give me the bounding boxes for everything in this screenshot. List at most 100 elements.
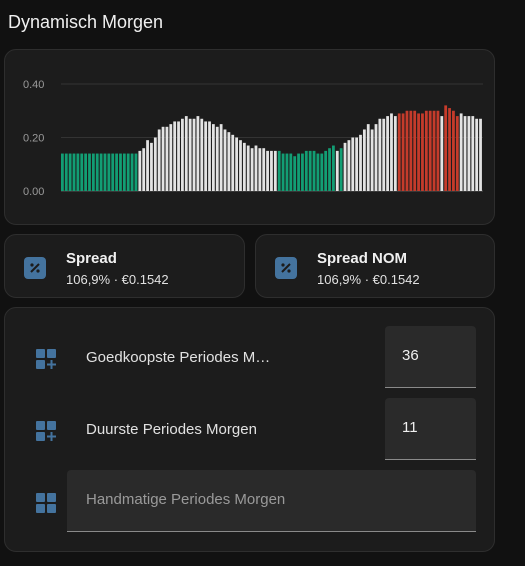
price-bar[interactable] [254,145,258,192]
price-bar[interactable] [366,124,370,192]
price-bar[interactable] [208,121,211,191]
price-bar[interactable] [231,134,235,191]
price-bar[interactable] [80,153,84,191]
price-bar[interactable] [165,126,169,191]
price-bar[interactable] [444,105,448,191]
price-bar[interactable] [157,129,161,191]
price-bar[interactable] [459,113,463,191]
price-bar[interactable] [413,110,417,191]
price-bar[interactable] [188,118,192,191]
price-bar[interactable] [386,116,389,191]
price-bar[interactable] [119,153,122,191]
price-bar[interactable] [122,153,126,191]
price-bar[interactable] [355,137,359,192]
price-bar[interactable] [196,116,200,191]
price-bar[interactable] [142,148,146,191]
price-bar[interactable] [169,124,173,192]
price-bar[interactable] [68,153,72,191]
price-bar[interactable] [88,153,91,191]
price-bar[interactable] [374,124,378,192]
price-bar[interactable] [428,110,432,191]
price-bar[interactable] [215,126,219,191]
price-bar[interactable] [107,153,111,191]
price-bar[interactable] [397,113,401,191]
price-bar[interactable] [432,110,436,191]
price-bar[interactable] [204,121,208,191]
price-bar[interactable] [436,110,440,191]
price-bar[interactable] [134,153,138,191]
price-bar[interactable] [301,153,304,191]
price-bar[interactable] [347,140,351,191]
price-bar[interactable] [262,148,266,191]
price-bar[interactable] [405,110,409,191]
price-bar[interactable] [479,118,482,191]
price-bar[interactable] [335,150,339,192]
price-bar[interactable] [339,148,343,191]
price-bar[interactable] [99,153,103,191]
price-bar[interactable] [223,129,227,191]
price-bar[interactable] [382,118,386,191]
price-bar[interactable] [312,150,316,192]
price-bar[interactable] [258,148,262,191]
price-bar[interactable] [270,150,273,192]
price-bar[interactable] [401,113,405,191]
price-bar[interactable] [417,113,420,191]
price-bar[interactable] [475,118,479,191]
price-bar[interactable] [200,118,204,191]
price-bar[interactable] [184,116,188,191]
price-bar[interactable] [471,116,475,191]
price-bar[interactable] [91,153,95,191]
price-bar[interactable] [72,153,76,191]
price-bar[interactable] [227,132,231,191]
price-bar[interactable] [370,129,374,191]
price-bar[interactable] [115,153,118,191]
price-bar[interactable] [351,137,355,192]
price-bar[interactable] [192,118,196,191]
price-bar[interactable] [95,153,99,191]
price-bar[interactable] [289,153,293,191]
price-bar[interactable] [440,116,444,191]
price-bar[interactable] [455,116,459,191]
price-bar[interactable] [320,153,324,191]
price-bar[interactable] [273,150,277,192]
price-bar[interactable] [424,110,428,191]
price-bar[interactable] [378,118,382,191]
price-bar[interactable] [138,150,142,192]
price-bar[interactable] [316,153,320,191]
price-bar[interactable] [177,121,180,191]
price-bar[interactable] [246,145,250,192]
price-bar[interactable] [332,145,335,192]
price-bar[interactable] [297,153,300,191]
price-bar[interactable] [293,156,297,191]
price-bar[interactable] [277,150,281,192]
price-bar[interactable] [328,148,331,191]
price-bar[interactable] [150,142,153,191]
price-bar[interactable] [126,153,130,191]
price-bar[interactable] [463,116,467,191]
price-bar[interactable] [343,142,347,191]
price-bar[interactable] [250,148,254,191]
price-bar[interactable] [211,124,215,192]
price-bar[interactable] [146,140,149,191]
price-bar[interactable] [359,134,362,191]
price-bar[interactable] [452,110,455,191]
price-bar[interactable] [84,153,88,191]
price-bar[interactable] [153,137,157,192]
price-bar[interactable] [266,150,269,192]
price-bar[interactable] [421,113,424,191]
price-bar[interactable] [76,153,80,191]
price-bar[interactable] [239,140,242,191]
price-bar[interactable] [409,110,413,191]
spread-nom-card[interactable]: Spread NOM 106,9% · €0.1542 [255,234,495,298]
price-bar[interactable] [64,153,68,191]
price-bar[interactable] [324,150,328,192]
price-bar[interactable] [308,150,312,192]
spread-card[interactable]: Spread 106,9% · €0.1542 [4,234,245,298]
price-bar[interactable] [448,108,451,191]
price-bar[interactable] [285,153,289,191]
price-bar[interactable] [393,116,397,191]
cheapest-periods-input[interactable]: 36 [385,326,476,388]
manual-periods-input[interactable]: Handmatige Periodes Morgen [67,470,476,532]
price-bar[interactable] [181,118,184,191]
price-bar[interactable] [130,153,134,191]
